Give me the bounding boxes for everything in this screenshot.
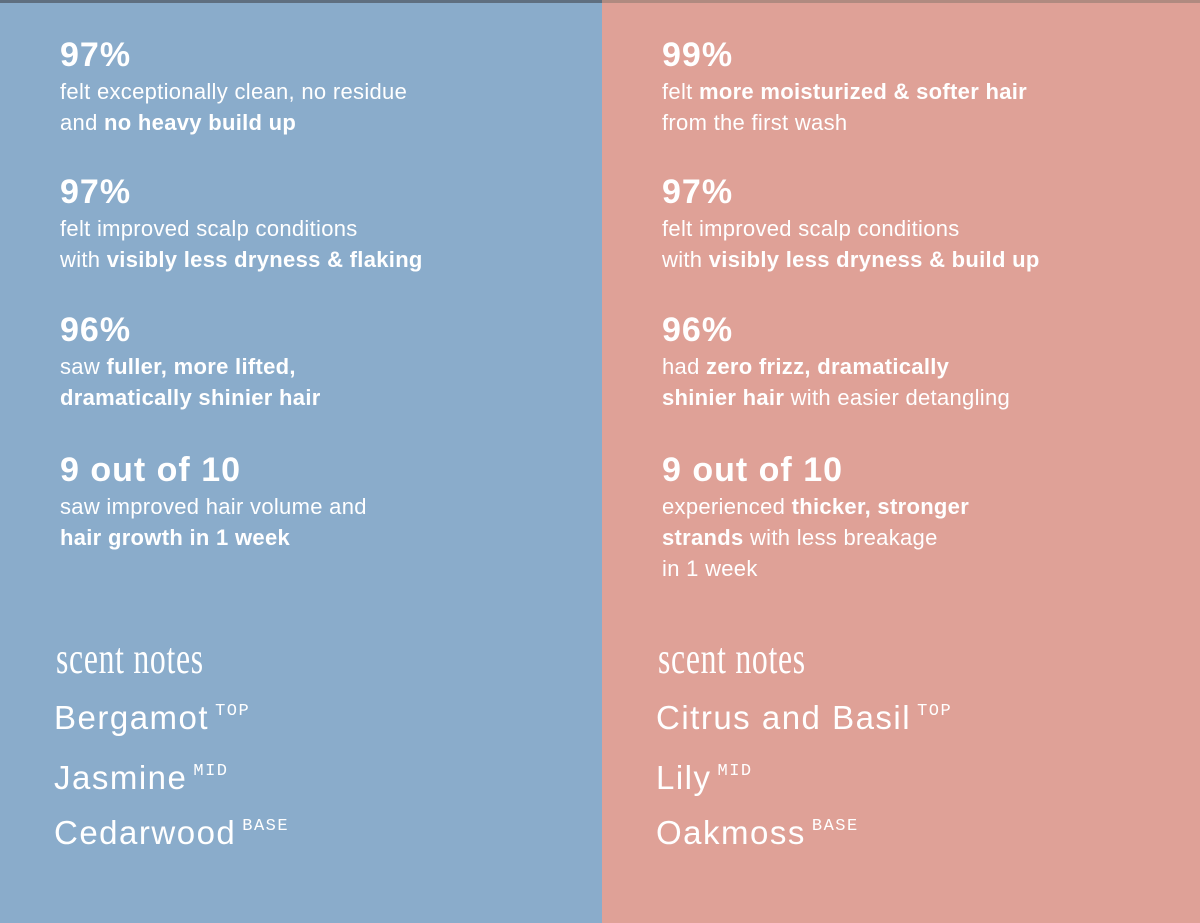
scent-note: Oakmoss BASE <box>656 814 859 852</box>
scent-note: Lily MID <box>656 759 753 797</box>
stat-text: felt improved scalp conditions <box>60 216 358 241</box>
note-level: BASE <box>811 817 859 836</box>
stat-text: hair growth in 1 week <box>60 525 291 550</box>
stat-figure: 9 out of 10 <box>60 451 242 489</box>
stat-figure: 96% <box>662 311 734 349</box>
stat-figure: 97% <box>60 173 132 211</box>
stat-text: no heavy build up <box>104 110 297 135</box>
stat-line: saw improved hair volume and <box>60 491 367 522</box>
stat: 96% had zero frizz, dramatically shinier h… <box>662 313 1010 413</box>
stat-line: from the first wash <box>662 107 1027 138</box>
stat-line: felt improved scalp conditions <box>60 213 423 244</box>
note-name: Bergamot <box>54 699 210 736</box>
stat-line: experienced thicker, stronger <box>662 491 969 522</box>
stat-text: with easier detangling <box>784 385 1011 410</box>
stat-line: and no heavy build up <box>60 107 407 138</box>
stat-text: thicker, stronger <box>791 494 970 519</box>
stat-line: felt more moisturized & softer hair <box>662 76 1027 107</box>
stat-line: hair growth in 1 week <box>60 522 367 553</box>
stat-line: in 1 week <box>662 553 969 584</box>
right-panel: 99% felt more moisturized & softer hair fr… <box>602 0 1200 923</box>
stat-figure: 96% <box>60 311 132 349</box>
stat-line: had zero frizz, dramatically <box>662 351 1010 382</box>
note-level: MID <box>717 762 753 781</box>
stat: 96% saw fuller, more lifted, dramatically … <box>60 313 321 413</box>
stat: 9 out of 10 saw improved hair volume and h… <box>60 453 367 553</box>
stat-text: fuller, more lifted, <box>106 354 296 379</box>
stat-figure: 97% <box>60 36 132 74</box>
note-level: TOP <box>917 702 953 721</box>
stat-line: dramatically shinier hair <box>60 382 321 413</box>
scent-note: Jasmine MID <box>54 759 229 797</box>
note-name: Oakmoss <box>656 814 806 851</box>
stat: 9 out of 10 experienced thicker, stronger… <box>662 453 969 584</box>
note-level: MID <box>193 762 229 781</box>
stat-text: with <box>662 247 709 272</box>
stat-line: with visibly less dryness & flaking <box>60 244 423 275</box>
stat-text: strands <box>662 525 744 550</box>
stat-text: with less breakage <box>743 525 938 550</box>
stat: 97% felt exceptionally clean, no residue a… <box>60 38 407 138</box>
stat-text: more moisturized & softer hair <box>698 79 1028 104</box>
stat-text: felt exceptionally clean, no residue <box>60 79 408 104</box>
note-level: TOP <box>215 702 251 721</box>
scent-title: scent notes <box>658 634 806 683</box>
stat-line: felt improved scalp conditions <box>662 213 1040 244</box>
scent-note: Citrus and Basil TOP <box>656 699 952 737</box>
stat-line: felt exceptionally clean, no residue <box>60 76 407 107</box>
note-name: Citrus and Basil <box>656 699 912 736</box>
stat-text: felt <box>662 79 699 104</box>
note-name: Lily <box>656 759 712 796</box>
note-name: Jasmine <box>54 759 188 796</box>
stat-text: had <box>662 354 707 379</box>
left-panel: 97% felt exceptionally clean, no residue a… <box>0 0 602 923</box>
stat-text: visibly less dryness & flaking <box>106 247 423 272</box>
stat-text: zero frizz, dramatically <box>706 354 950 379</box>
stat: 97% felt improved scalp conditions with vi… <box>60 175 423 275</box>
stat-text: shinier hair <box>662 385 785 410</box>
note-name: Cedarwood <box>54 814 237 851</box>
stat-text: and <box>60 110 105 135</box>
note-level: BASE <box>242 817 290 836</box>
stat-line: shinier hair with easier detangling <box>662 382 1010 413</box>
stat-text: felt improved scalp conditions <box>662 216 960 241</box>
stat-figure: 99% <box>662 36 734 74</box>
stat-text: experienced <box>662 494 792 519</box>
stat: 99% felt more moisturized & softer hair fr… <box>662 38 1027 138</box>
stat-text: dramatically shinier hair <box>60 385 321 410</box>
stat: 97% felt improved scalp conditions with vi… <box>662 175 1040 275</box>
scent-note: Cedarwood BASE <box>54 814 289 852</box>
stat-figure: 9 out of 10 <box>662 451 844 489</box>
stat-text: from the first wash <box>662 110 848 135</box>
stat-line: with visibly less dryness & build up <box>662 244 1040 275</box>
stat-text: saw <box>60 354 107 379</box>
stat-line: saw fuller, more lifted, <box>60 351 321 382</box>
scent-title: scent notes <box>56 634 204 683</box>
stat-text: with <box>60 247 107 272</box>
scent-note: Bergamot TOP <box>54 699 250 737</box>
stat-line: strands with less breakage <box>662 522 969 553</box>
stat-figure: 97% <box>662 173 734 211</box>
stat-text: visibly less dryness & build up <box>708 247 1040 272</box>
stat-text: in 1 week <box>662 556 758 581</box>
stat-text: saw improved hair volume and <box>60 494 367 519</box>
